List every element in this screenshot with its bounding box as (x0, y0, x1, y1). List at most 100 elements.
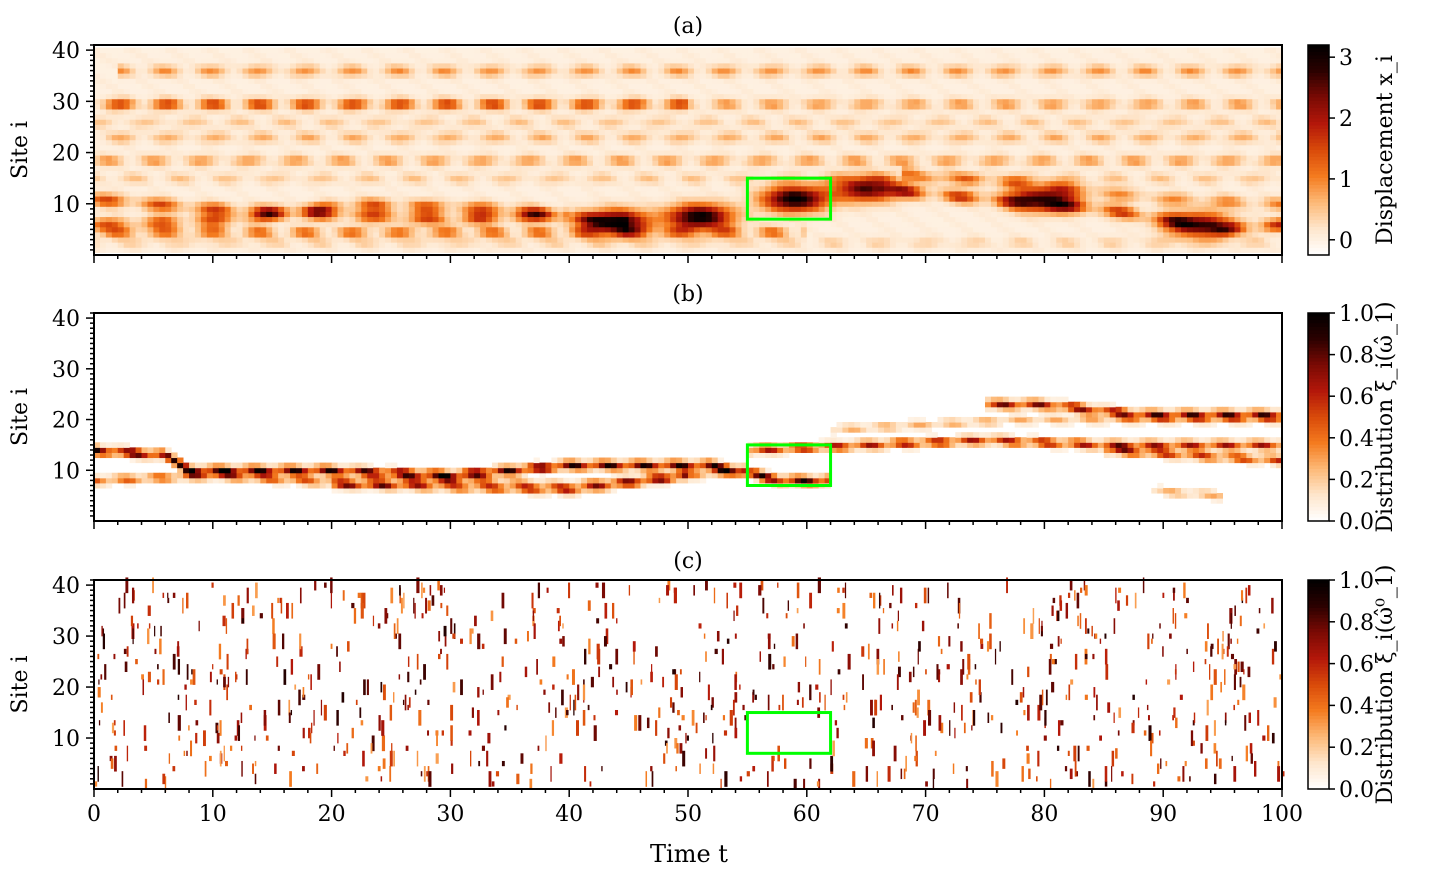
heatmap-cell (688, 67, 695, 74)
heatmap-cell (129, 124, 136, 130)
heatmap-cell (693, 160, 701, 166)
heatmap-cell (741, 103, 748, 110)
heatmap-cell (307, 139, 315, 146)
heatmap-cell (385, 196, 392, 202)
heatmap-cell (224, 139, 232, 146)
heatmap-cell (699, 170, 707, 177)
heatmap-cell (307, 180, 315, 187)
heatmap-cell (598, 216, 606, 223)
heatmap-cell (765, 93, 772, 100)
heatmap-cell (794, 144, 802, 151)
heatmap-cell (432, 155, 439, 161)
heatmap-cell (325, 108, 332, 115)
heatmap-cell (812, 221, 820, 228)
heatmap-cell (355, 144, 362, 151)
heatmap-cell (266, 175, 273, 182)
heatmap-cell (432, 139, 439, 146)
heatmap-cell (236, 93, 243, 100)
heatmap-cell (278, 190, 285, 197)
heatmap-cell (610, 170, 618, 177)
heatmap-cell (396, 134, 404, 141)
heatmap-cell (343, 134, 350, 141)
heatmap-cell (480, 237, 487, 243)
heatmap-cell (480, 221, 487, 228)
heatmap-cell (551, 52, 558, 59)
heatmap-cell (765, 211, 772, 218)
heatmap-cell (783, 67, 790, 74)
heatmap-cell (414, 190, 422, 197)
heatmap-cell (165, 73, 172, 79)
heatmap-cell (658, 83, 665, 89)
heatmap-cell (658, 226, 665, 233)
heatmap-cell (759, 78, 766, 84)
heatmap-cell (830, 134, 837, 141)
heatmap-cell (729, 170, 736, 177)
heatmap-cell (94, 124, 101, 130)
heatmap-cell (385, 175, 392, 182)
heatmap-cell (830, 185, 837, 192)
heatmap-cell (313, 247, 321, 253)
heatmap-cell (189, 247, 196, 253)
heatmap-cell (177, 237, 184, 243)
heatmap-cell (450, 180, 457, 187)
heatmap-cell (248, 237, 255, 243)
heatmap-cell (503, 73, 511, 79)
heatmap-cell (94, 149, 101, 156)
heatmap-cell (177, 47, 184, 54)
heatmap-cell (812, 47, 820, 54)
heatmap-cell (301, 165, 309, 171)
heatmap-cell (343, 73, 350, 79)
heatmap-cell (171, 190, 178, 197)
heatmap-cell (480, 129, 487, 136)
heatmap-cell (272, 124, 279, 130)
heatmap-cell (830, 160, 837, 166)
heatmap-cell (319, 134, 327, 141)
heatmap-cell (117, 88, 125, 95)
heatmap-cell (189, 242, 196, 248)
heatmap-cell (741, 170, 748, 177)
heatmap-cell (783, 88, 790, 95)
heatmap-cell (563, 93, 570, 100)
heatmap-cell (111, 103, 119, 110)
heatmap-cell (682, 108, 689, 115)
heatmap-cell (474, 201, 481, 207)
heatmap-cell (379, 73, 386, 79)
heatmap-cell (414, 73, 422, 79)
heatmap-cell (248, 170, 255, 177)
heatmap-cell (688, 47, 695, 54)
heatmap-cell (361, 67, 368, 74)
heatmap-cell (396, 129, 404, 136)
heatmap-cell (711, 67, 719, 74)
heatmap-cell (295, 180, 303, 187)
heatmap-cell (711, 103, 719, 110)
heatmap-cell (230, 196, 237, 202)
heatmap-cell (212, 247, 220, 253)
heatmap-cell (337, 165, 344, 171)
heatmap-cell (236, 98, 243, 105)
heatmap-cell (444, 149, 451, 156)
heatmap-cell (741, 52, 748, 59)
heatmap-cell (391, 196, 398, 202)
heatmap-cell (260, 201, 267, 207)
heatmap-cell (783, 242, 790, 248)
heatmap-cell (420, 226, 428, 233)
heatmap-cell (735, 165, 742, 171)
heatmap-cell (224, 206, 232, 212)
heatmap-cell (129, 206, 136, 212)
heatmap-cell (165, 83, 172, 89)
heatmap-cell (177, 57, 184, 64)
heatmap-cell (765, 52, 772, 59)
heatmap-cell (575, 226, 582, 233)
heatmap-cell (200, 185, 208, 192)
heatmap-cell (503, 62, 511, 69)
heatmap-cell (575, 129, 582, 136)
heatmap-cell (676, 155, 683, 161)
heatmap-cell (183, 170, 190, 177)
heatmap-cell (301, 211, 309, 218)
heatmap-cell (783, 221, 790, 228)
heatmap-cell (777, 98, 784, 105)
heatmap-cell (278, 175, 285, 182)
heatmap-cell (527, 119, 534, 125)
heatmap-cell (741, 247, 748, 253)
heatmap-cell (759, 52, 766, 59)
